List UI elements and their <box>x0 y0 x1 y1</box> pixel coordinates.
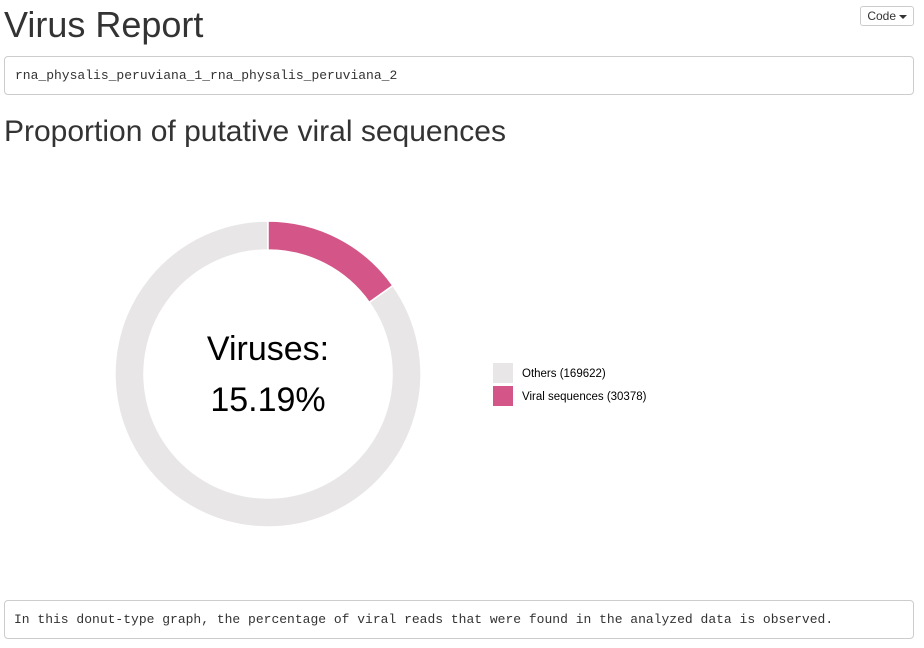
legend-label-others[interactable]: Others (169622) <box>522 368 606 380</box>
caret-down-icon <box>899 14 907 19</box>
donut-chart: Viruses: 15.19% Others (169622) Viral seq… <box>114 220 647 528</box>
code-dropdown-button[interactable]: Code <box>860 6 914 26</box>
sample-name-box: rna_physalis_peruviana_1_rna_physalis_pe… <box>4 56 914 95</box>
center-label-line2: 15.19% <box>210 381 325 419</box>
chart-legend: Others (169622) Viral sequences (30378) <box>493 363 647 406</box>
center-label-line1: Viruses: <box>207 330 329 368</box>
sample-name: rna_physalis_peruviana_1_rna_physalis_pe… <box>15 68 398 83</box>
donut-slices <box>114 220 422 528</box>
description-text: In this donut-type graph, the percentage… <box>14 612 834 627</box>
page-title: Virus Report <box>4 4 204 45</box>
slice-others[interactable] <box>114 220 422 528</box>
description-box: In this donut-type graph, the percentage… <box>4 600 914 639</box>
legend-label-viral-sequences[interactable]: Viral sequences (30378) <box>522 391 647 403</box>
slice-viral-sequences[interactable] <box>267 220 394 304</box>
legend-swatch-others[interactable] <box>493 363 513 383</box>
legend-swatch-viral-sequences[interactable] <box>493 386 513 406</box>
code-button-label: Code <box>867 9 896 23</box>
section-heading: Proportion of putative viral sequences <box>4 115 506 148</box>
